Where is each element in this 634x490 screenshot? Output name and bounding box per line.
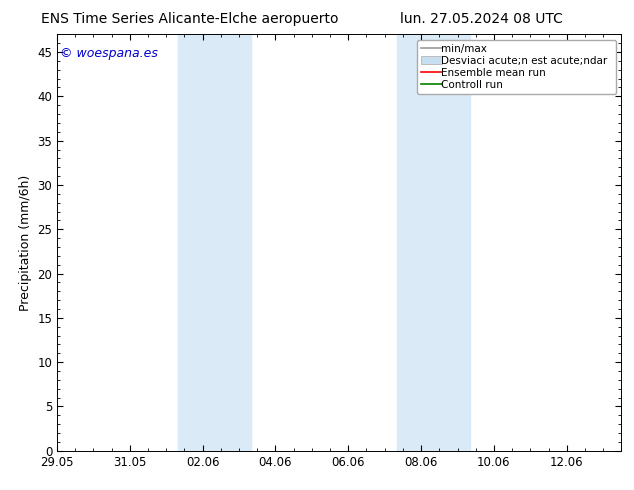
- Legend: min/max, Desviaci acute;n est acute;ndar, Ensemble mean run, Controll run: min/max, Desviaci acute;n est acute;ndar…: [417, 40, 616, 94]
- Bar: [178, 34, 251, 451]
- Text: ENS Time Series Alicante-Elche aeropuerto: ENS Time Series Alicante-Elche aeropuert…: [41, 12, 339, 26]
- Text: © woespana.es: © woespana.es: [60, 47, 158, 60]
- Y-axis label: Precipitation (mm/6h): Precipitation (mm/6h): [19, 174, 32, 311]
- Text: lun. 27.05.2024 08 UTC: lun. 27.05.2024 08 UTC: [401, 12, 563, 26]
- Bar: [397, 34, 470, 451]
